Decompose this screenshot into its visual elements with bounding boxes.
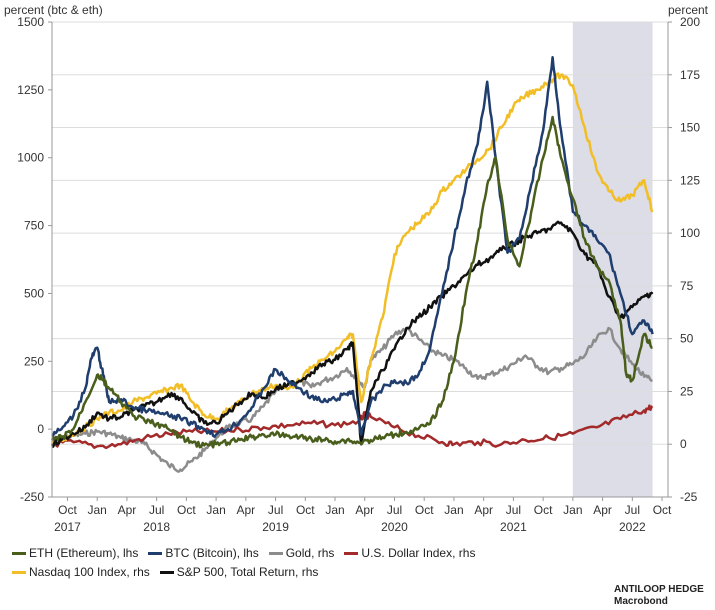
x-year-label: 2021 <box>500 520 527 534</box>
x-year-label: 2017 <box>54 520 81 534</box>
x-year-label: 2020 <box>381 520 408 534</box>
right-axis-ticks: 200 175 150 125 100 75 50 25 0 -25 <box>668 15 700 504</box>
legend-item-nasdaq: Nasdaq 100 Index, rhs <box>12 563 150 582</box>
legend-label: Gold, rhs <box>285 546 335 560</box>
legend-item-usd: U.S. Dollar Index, rhs <box>344 544 475 563</box>
right-tick-label: 150 <box>680 121 700 135</box>
shaded-period <box>572 22 653 497</box>
series-line-eth-ethereum-lhs <box>50 115 653 449</box>
x-tick-label: Oct <box>177 503 196 517</box>
left-tick-label: 1000 <box>17 151 44 165</box>
x-tick-label: Jul <box>268 503 283 517</box>
right-tick-label: 50 <box>680 332 694 346</box>
x-year-label: 2019 <box>262 520 289 534</box>
left-tick-label: -250 <box>20 490 44 504</box>
series-line-nasdaq-100-index-rhs <box>50 72 654 445</box>
legend-label: Nasdaq 100 Index, rhs <box>29 565 150 579</box>
right-tick-label: 175 <box>680 68 700 82</box>
series-line-u-s-dollar-index-rhs <box>51 404 654 450</box>
legend-item-gold: Gold, rhs <box>268 544 335 563</box>
left-tick-label: 250 <box>24 354 44 368</box>
right-tick-label: 0 <box>680 437 687 451</box>
legend-item-btc: BTC (Bitcoin), lhs <box>148 544 259 563</box>
legend-label: ETH (Ethereum), lhs <box>29 546 139 560</box>
x-tick-label: Apr <box>236 503 255 517</box>
left-tick-label: 0 <box>37 422 44 436</box>
series-layer <box>50 56 654 473</box>
x-tick-label: Jul <box>149 503 164 517</box>
x-tick-label: Jan <box>325 503 344 517</box>
legend-swatch <box>159 571 174 574</box>
x-tick-label: Oct <box>58 503 77 517</box>
right-tick-label: -25 <box>680 490 698 504</box>
left-tick-label: 500 <box>24 286 44 300</box>
left-axis-title: percent (btc & eth) <box>4 3 103 17</box>
legend-swatch <box>268 552 283 555</box>
left-axis-ticks: 1500 1250 1000 750 500 250 0 -250 <box>17 15 52 504</box>
legend-swatch <box>12 552 26 555</box>
legend-swatch <box>344 552 359 555</box>
x-tick-label: Apr <box>474 503 493 517</box>
right-tick-label: 200 <box>680 15 700 29</box>
legend-swatch <box>12 571 26 574</box>
legend-swatch <box>148 552 163 555</box>
right-axis-title: percent <box>668 3 709 17</box>
right-tick-label: 100 <box>680 226 700 240</box>
x-year-label: 2022 <box>619 520 646 534</box>
legend: ETH (Ethereum), lhs BTC (Bitcoin), lhs G… <box>12 544 612 582</box>
x-tick-label: Apr <box>593 503 612 517</box>
x-tick-label: Jan <box>206 503 225 517</box>
series-line-s-p-500-total-return-rhs <box>50 220 654 448</box>
x-tick-label: Apr <box>118 503 137 517</box>
right-tick-label: 25 <box>680 384 694 398</box>
right-tick-label: 75 <box>680 279 694 293</box>
left-tick-label: 1250 <box>17 83 44 97</box>
x-tick-label: Oct <box>534 503 553 517</box>
left-tick-label: 750 <box>24 219 44 233</box>
right-tick-label: 125 <box>680 173 700 187</box>
legend-item-eth: ETH (Ethereum), lhs <box>12 544 138 563</box>
x-year-label: 2018 <box>143 520 170 534</box>
x-tick-label: Oct <box>296 503 315 517</box>
x-tick-label: Apr <box>355 503 374 517</box>
x-tick-label: Oct <box>653 503 672 517</box>
x-tick-label: Jul <box>506 503 521 517</box>
series-line-btc-bitcoin-lhs <box>51 56 654 438</box>
source-brand: ANTILOOP HEDGE <box>614 584 704 595</box>
source-credit: ANTILOOP HEDGE Macrobond <box>614 584 704 608</box>
legend-label: BTC (Bitcoin), lhs <box>165 546 259 560</box>
x-tick-label: Jan <box>88 503 107 517</box>
left-tick-label: 1500 <box>17 15 44 29</box>
x-axis-ticks: Oct Jan Apr Jul Oct Jan Apr Jul Oct Jan Apr Jul Oct J… <box>54 497 672 534</box>
x-tick-label: Jan <box>444 503 463 517</box>
x-tick-label: Oct <box>415 503 434 517</box>
legend-item-sp500: S&P 500, Total Return, rhs <box>159 563 319 582</box>
x-tick-label: Jan <box>563 503 582 517</box>
x-tick-label: Jul <box>625 503 640 517</box>
legend-label: U.S. Dollar Index, rhs <box>361 546 476 560</box>
x-tick-label: Jul <box>387 503 402 517</box>
legend-label: S&P 500, Total Return, rhs <box>176 565 319 579</box>
source-provider: Macrobond <box>614 596 668 607</box>
